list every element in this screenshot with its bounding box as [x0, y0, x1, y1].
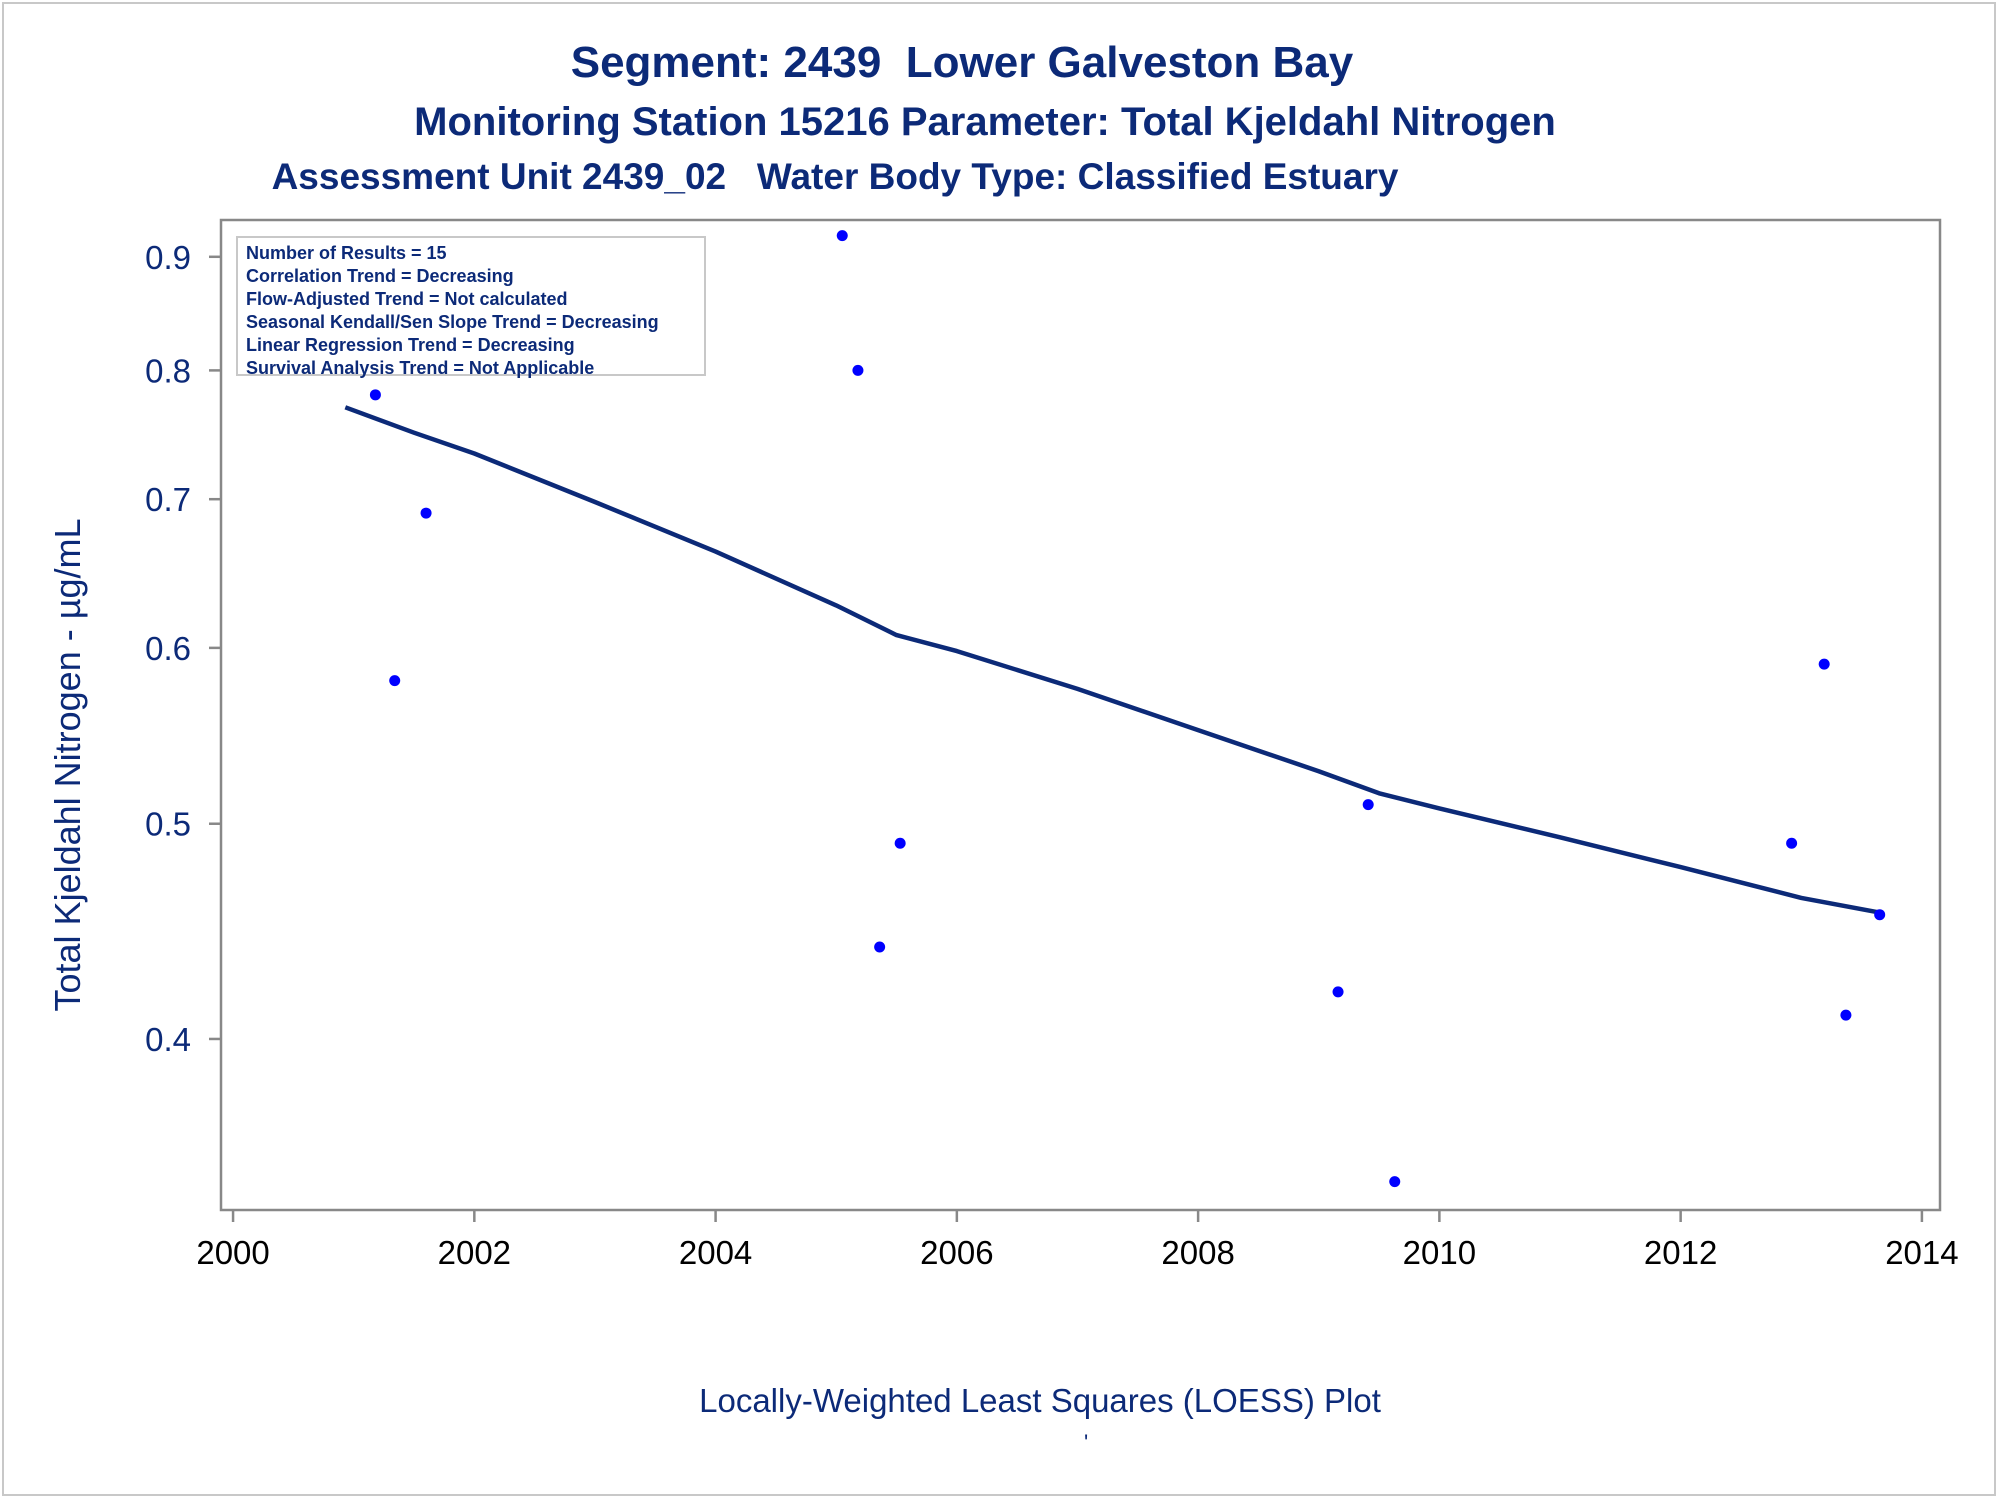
data-point [894, 837, 906, 849]
data-point [369, 389, 381, 401]
data-point [1786, 837, 1798, 849]
stat-line: Seasonal Kendall/Sen Slope Trend = Decre… [246, 312, 659, 332]
stat-line: Number of Results = 15 [246, 243, 447, 263]
data-point [836, 230, 848, 242]
chart-title: Segment: 2439 Lower Galveston Bay [570, 38, 1354, 87]
data-point [874, 941, 886, 953]
y-tick-label: 0.8 [145, 352, 191, 389]
y-tick-label: 0.9 [145, 239, 191, 276]
x-tick-label: 2008 [1161, 1234, 1234, 1271]
y-tick-label: 0.6 [145, 630, 191, 667]
y-tick-label: 0.5 [145, 806, 191, 843]
plot-area [219, 218, 1942, 1212]
loess-line [344, 405, 1881, 915]
data-point [1818, 658, 1830, 670]
y-tick-label: 0.4 [145, 1021, 191, 1058]
chart-subtitle: Monitoring Station 15216 Parameter: Tota… [414, 100, 1556, 144]
data-point [1840, 1009, 1852, 1021]
x-tick-label: 2014 [1885, 1234, 1958, 1271]
data-point [1389, 1176, 1401, 1188]
footnote-mark: ' [1084, 1430, 1089, 1455]
footnote: Locally-Weighted Least Squares (LOESS) P… [699, 1382, 1381, 1419]
y-axis-label: Total Kjeldahl Nitrogen - µg/mL [47, 519, 88, 1012]
x-tick-label: 2000 [196, 1234, 269, 1271]
data-point [852, 364, 864, 376]
x-tick-label: 2012 [1644, 1234, 1717, 1271]
data-point [1874, 909, 1886, 921]
data-point [389, 675, 401, 687]
stat-line: Correlation Trend = Decreasing [246, 266, 514, 286]
stat-line: Flow-Adjusted Trend = Not calculated [246, 289, 568, 309]
data-point [420, 507, 432, 519]
stats-box: Number of Results = 15 Correlation Trend… [236, 236, 706, 378]
y-tick-label: 0.7 [145, 481, 191, 518]
x-tick-label: 2002 [438, 1234, 511, 1271]
x-tick-label: 2010 [1403, 1234, 1476, 1271]
data-point [1362, 799, 1374, 811]
x-tick-label: 2004 [679, 1234, 752, 1271]
x-tick-label: 2006 [920, 1234, 993, 1271]
data-point [1332, 986, 1344, 998]
stat-line: Linear Regression Trend = Decreasing [246, 335, 575, 355]
chart-subtitle-2: Assessment Unit 2439_02 Water Body Type:… [271, 156, 1399, 197]
stat-line: Survival Analysis Trend = Not Applicable [246, 358, 595, 378]
